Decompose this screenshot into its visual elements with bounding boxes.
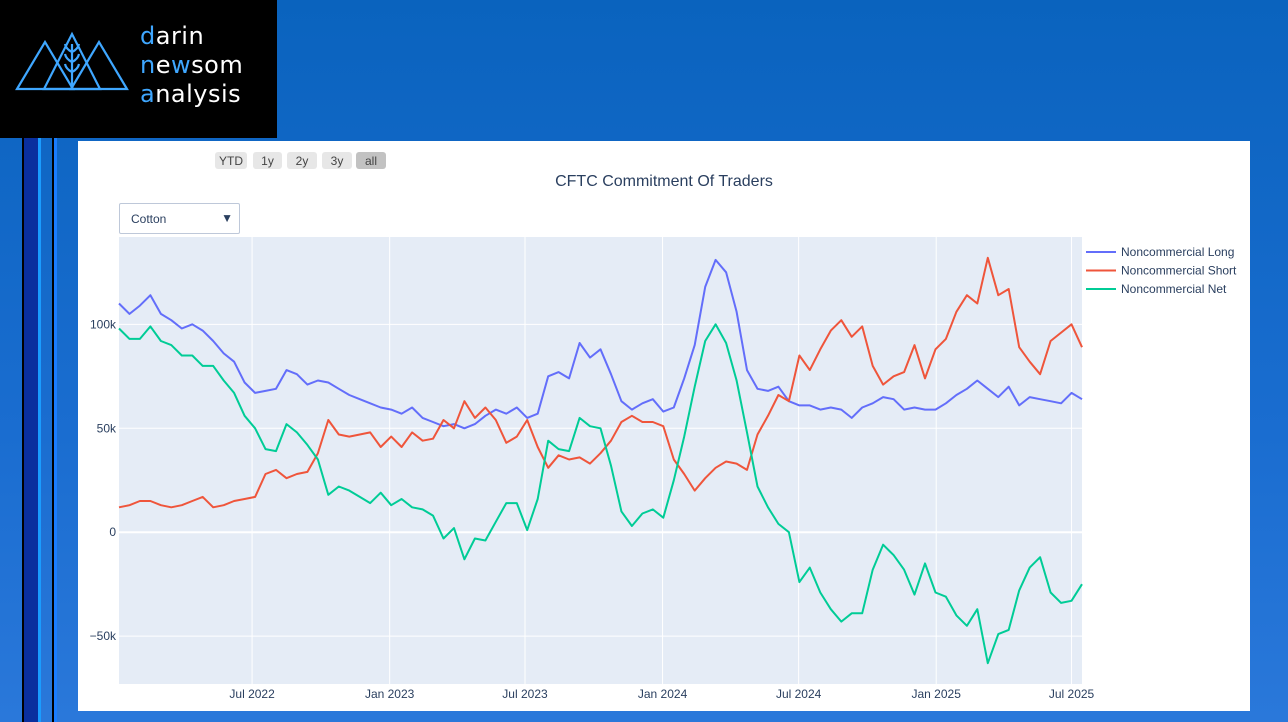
legend-label-1: Noncommercial Long <box>1121 245 1234 259</box>
y-tick-label: 0 <box>109 525 116 539</box>
x-tick-label: Jul 2023 <box>502 687 548 701</box>
logo-line-1: darin <box>140 22 205 50</box>
range-button-all[interactable]: all <box>356 152 386 169</box>
y-tick-label: 50k <box>97 421 117 435</box>
x-tick-label: Jul 2022 <box>229 687 275 701</box>
chevron-down-icon: ▼ <box>221 211 233 225</box>
commodity-dropdown-value: Cotton <box>131 211 167 226</box>
x-tick-label: Jan 2023 <box>365 687 415 701</box>
plot-area <box>119 237 1082 684</box>
commodity-dropdown[interactable]: Cotton ▼ <box>119 203 240 234</box>
x-tick-label: Jan 2024 <box>638 687 688 701</box>
x-tick-label: Jul 2025 <box>1049 687 1095 701</box>
legend-label-3: Noncommercial Net <box>1121 282 1227 296</box>
logo-line-2: newsom <box>140 51 244 79</box>
decor-bar-5 <box>54 138 57 722</box>
logo-line-3: analysis <box>140 80 242 108</box>
decor-bar-1 <box>22 138 24 722</box>
range-button-1y[interactable]: 1y <box>253 152 282 169</box>
chart-panel: YTD 1y 2y 3y all CFTC Commitment Of Trad… <box>78 141 1250 711</box>
series-line-3 <box>118 323 1083 665</box>
range-button-2y[interactable]: 2y <box>287 152 317 169</box>
chart-svg: Jul 2022 Jan 2023 Jul 2023 Jan 2024 Jul 2024… <box>90 237 1237 701</box>
y-tick-label: 100k <box>90 317 117 331</box>
logo: darin newsom analysis <box>0 0 277 138</box>
x-tick-label: Jul 2024 <box>776 687 822 701</box>
decor-bar-3 <box>38 138 41 722</box>
logo-wordmark: darin newsom analysis <box>140 22 243 109</box>
y-tick-label: −50k <box>90 629 117 643</box>
logo-mountains-icon <box>15 31 129 91</box>
series-line-1 <box>118 258 1083 430</box>
range-button-ytd[interactable]: YTD <box>215 152 247 169</box>
range-button-3y[interactable]: 3y <box>322 152 352 169</box>
decor-bar-2 <box>24 138 38 722</box>
series-line-2 <box>118 256 1083 509</box>
legend-label-2: Noncommercial Short <box>1121 264 1237 278</box>
decor-bar-4 <box>52 138 54 722</box>
x-tick-label: Jan 2025 <box>912 687 962 701</box>
chart-title: CFTC Commitment Of Traders <box>555 173 773 190</box>
